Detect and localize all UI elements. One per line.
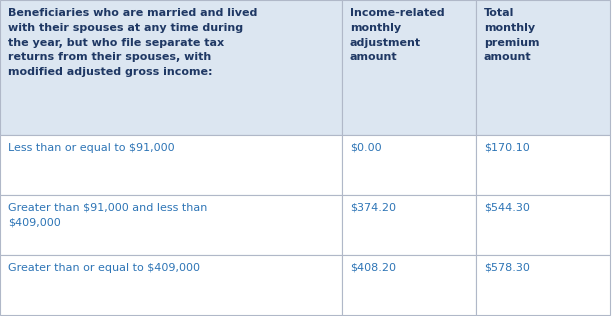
Text: Income-related
monthly
adjustment
amount: Income-related monthly adjustment amount [350,8,445,62]
Bar [476,255,610,315]
Text: Greater than $91,000 and less than
$409,000: Greater than $91,000 and less than $409,… [8,203,207,228]
Text: $374.20: $374.20 [350,203,396,213]
Text: Greater than or equal to $409,000: Greater than or equal to $409,000 [8,263,200,273]
Bar [0,0,342,135]
Text: Total
monthly
premium
amount: Total monthly premium amount [484,8,540,62]
Bar [0,255,342,315]
Text: $170.10: $170.10 [484,143,530,153]
Text: $544.30: $544.30 [484,203,530,213]
Bar [0,135,342,195]
Bar [476,195,610,255]
Bar [342,195,476,255]
Text: Less than or equal to $91,000: Less than or equal to $91,000 [8,143,174,153]
Bar [342,0,476,135]
Bar [476,135,610,195]
Text: $408.20: $408.20 [350,263,396,273]
Text: $578.30: $578.30 [484,263,530,273]
Bar [342,135,476,195]
Bar [0,195,342,255]
Text: $0.00: $0.00 [350,143,382,153]
Bar [476,0,610,135]
Text: Beneficiaries who are married and lived
with their spouses at any time during
th: Beneficiaries who are married and lived … [8,8,258,77]
Bar [342,255,476,315]
